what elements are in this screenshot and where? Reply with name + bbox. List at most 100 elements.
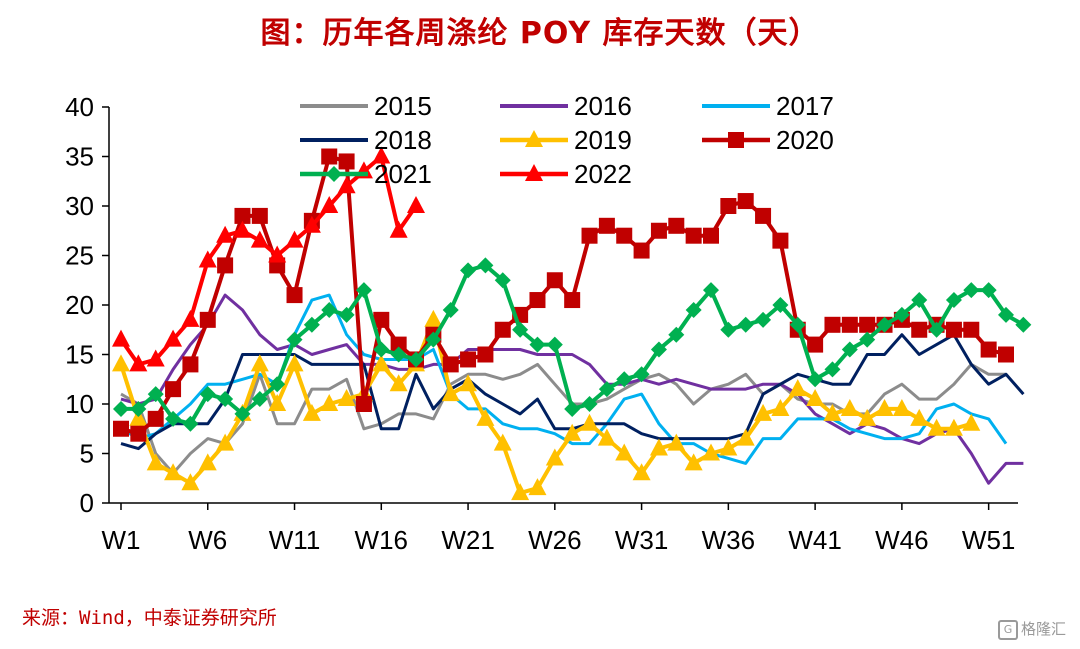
data-point-2021	[303, 316, 320, 333]
data-point-2020	[373, 311, 390, 328]
data-point-2019	[181, 473, 200, 491]
data-point-2019	[389, 374, 408, 392]
data-point-2021	[165, 410, 182, 427]
data-point-2020	[824, 316, 841, 333]
data-point-2020	[442, 356, 459, 373]
data-point-2020	[755, 207, 772, 224]
data-point-2022	[302, 215, 321, 233]
data-point-2021	[980, 282, 997, 299]
data-point-2020	[998, 346, 1014, 363]
y-tick-label: 15	[65, 340, 94, 370]
data-point-2019	[511, 483, 530, 501]
legend-label-2016: 2016	[574, 91, 632, 121]
data-point-2019	[632, 463, 651, 481]
data-point-2019	[563, 423, 582, 441]
x-tick-label: W51	[962, 525, 1015, 555]
data-point-2022	[146, 349, 165, 367]
data-point-2019	[927, 418, 946, 436]
data-point-2021	[841, 341, 858, 358]
x-tick-label: W31	[615, 525, 668, 555]
data-point-2020	[147, 410, 164, 427]
data-point-2022	[320, 196, 339, 213]
data-point-2020	[130, 425, 147, 442]
data-point-2021	[598, 381, 615, 398]
data-point-2022	[389, 220, 408, 238]
data-point-2021	[720, 321, 737, 338]
data-point-2021	[425, 331, 442, 348]
watermark: G 格隆汇	[997, 618, 1066, 640]
data-point-2021	[893, 306, 910, 323]
y-tick-label: 0	[80, 488, 94, 518]
x-tick-label: W21	[441, 525, 494, 555]
data-point-2020	[911, 321, 928, 338]
data-point-2020	[616, 227, 633, 244]
legend-marker-2020	[728, 132, 744, 148]
data-point-2021	[460, 262, 477, 279]
y-tick-label: 35	[65, 142, 94, 172]
data-point-2022	[250, 230, 269, 248]
data-point-2021	[564, 400, 581, 417]
data-point-2019	[892, 398, 911, 416]
data-point-2019	[840, 398, 859, 416]
y-tick-label: 20	[65, 290, 94, 320]
data-point-2019	[545, 448, 564, 466]
x-tick-label: W26	[528, 525, 581, 555]
data-point-2020	[321, 148, 338, 165]
data-point-2020	[841, 316, 858, 333]
line-chart: 0 5 10 15 20 25 30 35 40 W1 W6 W11 W16 W21 W26 W31 W36 W4…	[65, 91, 1032, 555]
data-point-2021	[685, 301, 702, 318]
chart-title: 图：历年各周涤纶 POY 库存天数（天）	[260, 16, 820, 51]
data-point-2019	[146, 453, 165, 471]
data-point-2021	[494, 272, 511, 289]
data-point-2019	[858, 408, 877, 426]
data-point-2019	[164, 463, 183, 481]
data-point-2020	[737, 193, 754, 210]
data-point-2020	[668, 217, 685, 234]
data-point-2020	[234, 207, 251, 224]
x-tick-label: W16	[355, 525, 408, 555]
data-point-2021	[546, 336, 563, 353]
series-line-2020	[120, 154, 1007, 436]
data-point-2022	[407, 196, 425, 213]
data-point-2021	[408, 351, 424, 368]
y-tick-label: 25	[65, 241, 94, 271]
data-point-2020	[963, 321, 980, 338]
data-point-2020	[650, 222, 667, 239]
data-point-2020	[182, 356, 199, 373]
data-point-2020	[720, 198, 737, 214]
data-point-2020	[338, 153, 355, 170]
x-tick-label: W11	[269, 525, 321, 555]
data-point-2019	[112, 354, 130, 372]
data-point-2020	[251, 207, 268, 224]
data-point-2022	[198, 250, 217, 268]
data-point-2021	[581, 396, 598, 412]
data-point-2021	[321, 301, 338, 318]
data-point-2022	[372, 146, 391, 164]
data-point-2022	[337, 176, 356, 194]
data-point-2020	[286, 287, 303, 304]
series-line-2022	[119, 154, 418, 367]
data-point-2021	[876, 316, 893, 333]
data-point-2020	[685, 227, 702, 244]
data-point-2019	[372, 354, 391, 372]
data-point-2019	[285, 354, 304, 372]
legend-label-2020: 2020	[776, 125, 834, 155]
data-point-2019	[250, 354, 269, 372]
data-point-2019	[823, 403, 842, 421]
watermark-text: 格隆汇	[1020, 620, 1066, 638]
data-point-2022	[233, 220, 252, 238]
data-point-2022	[268, 245, 287, 263]
data-point-2019	[302, 403, 321, 421]
data-point-2020	[546, 272, 563, 289]
x-tick-label: W36	[702, 525, 755, 555]
data-point-2019	[944, 418, 963, 436]
x-tick-label: W41	[788, 525, 841, 555]
watermark-logo-icon: G	[997, 619, 1018, 640]
data-point-2019	[216, 433, 235, 451]
data-point-2019	[198, 453, 217, 471]
source-note: 来源：Wind，中泰证券研究所	[22, 607, 277, 629]
data-point-2020	[355, 396, 372, 412]
y-tick-label: 30	[65, 191, 94, 221]
data-point-2020	[564, 292, 581, 309]
data-point-2019	[493, 433, 512, 451]
